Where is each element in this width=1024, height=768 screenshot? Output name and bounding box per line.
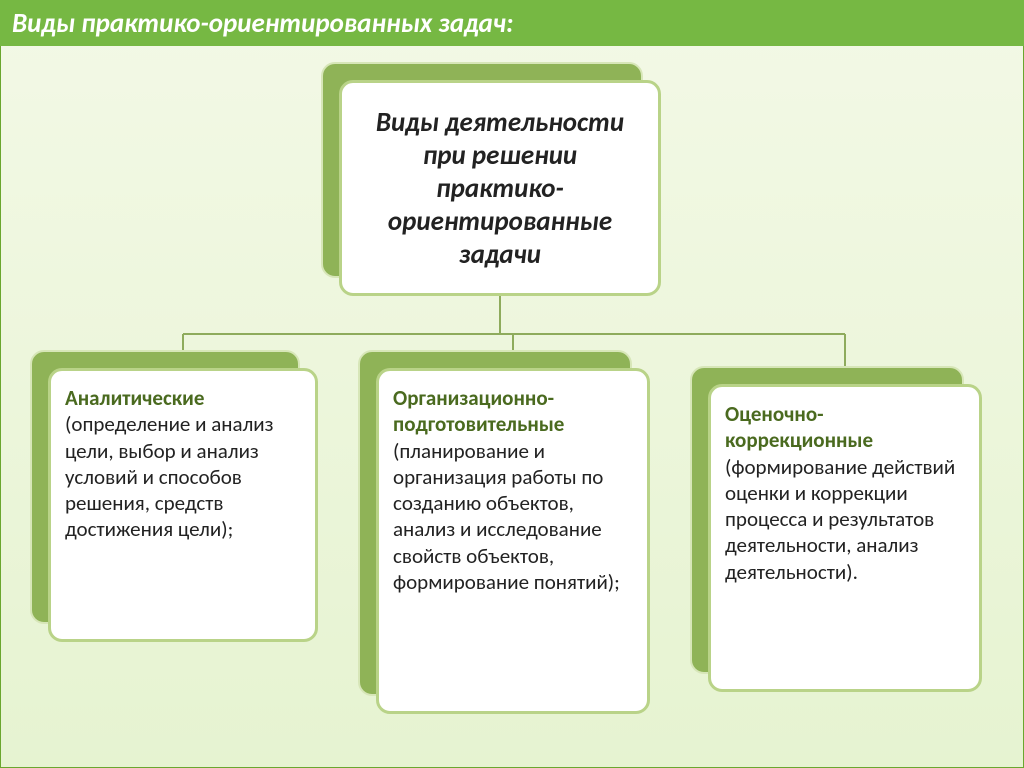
child-card: Оценочно-коррекционные (формирование дей… [708,384,982,692]
slide-title: Виды практико-ориентированных задач: [12,7,513,40]
root-card: Виды деятельности при решении практико-о… [339,80,661,296]
slide-header: Виды практико-ориентированных задач: [0,0,1024,46]
child-card: Аналитические (определение и анализ цели… [48,368,318,642]
child-title: Организационно-подготовительные [393,385,564,437]
child-title: Оценочно-коррекционные [725,401,873,453]
child-body: (планирование и организация работы по со… [393,438,620,595]
child-card: Организационно-подготовительные (планиро… [376,368,650,714]
diagram-canvas: Виды деятельности при решении практико-о… [6,46,1018,762]
root-text: Виды деятельности при решении практико-о… [356,106,644,271]
child-text: Аналитические (определение и анализ цели… [65,385,301,543]
child-body: (определение и анализ цели, выбор и анал… [65,411,274,542]
child-body: (формирование действий оценки и коррекци… [725,454,955,585]
child-text: Организационно-подготовительные (планиро… [393,385,633,595]
child-title: Аналитические [65,385,204,411]
child-text: Оценочно-коррекционные (формирование дей… [725,401,965,585]
